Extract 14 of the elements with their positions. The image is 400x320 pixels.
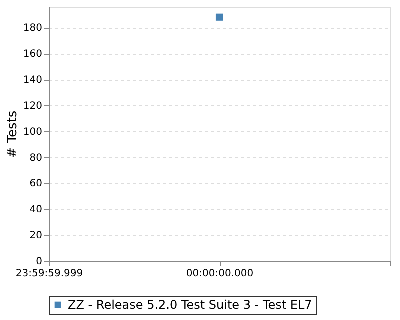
y-tick-label: 100	[23, 126, 42, 138]
x-tick-label: 00:00:00.000	[186, 268, 254, 280]
y-axis-title: # Tests	[5, 110, 20, 158]
x-tick-label: 23:59:59.999	[16, 268, 84, 280]
y-tick-label: 140	[23, 75, 42, 86]
y-tick-label: 120	[23, 100, 42, 112]
y-tick-label: 180	[23, 23, 42, 34]
y-tick-label: 0	[36, 256, 42, 268]
legend-label: ZZ - Release 5.2.0 Test Suite 3 - Test EL7	[68, 298, 312, 312]
y-tick-label: 80	[30, 152, 42, 164]
y-tick-label: 60	[30, 178, 42, 190]
y-tick-label: 160	[23, 49, 42, 60]
y-tick-label: 40	[30, 204, 42, 216]
y-tick-label: 20	[30, 230, 42, 242]
